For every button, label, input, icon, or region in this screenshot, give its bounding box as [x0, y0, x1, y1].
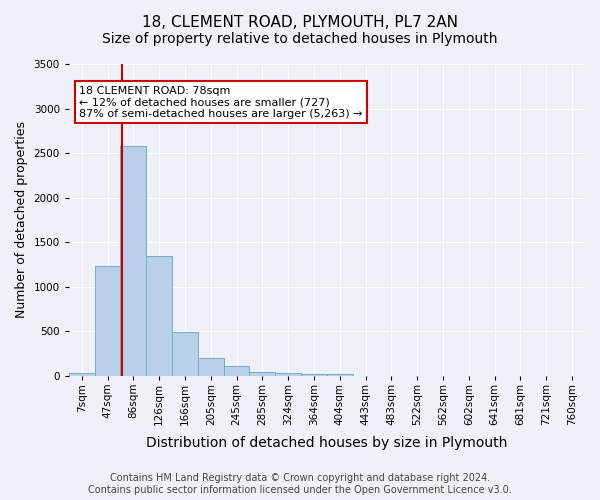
Bar [69, 373, 95, 376]
Text: Contains HM Land Registry data © Crown copyright and database right 2024.
Contai: Contains HM Land Registry data © Crown c… [88, 474, 512, 495]
Bar [95, 266, 121, 376]
Bar [172, 332, 198, 376]
Bar [327, 374, 353, 376]
Bar [198, 358, 224, 376]
Bar [275, 373, 301, 376]
Text: 18, CLEMENT ROAD, PLYMOUTH, PL7 2AN: 18, CLEMENT ROAD, PLYMOUTH, PL7 2AN [142, 15, 458, 30]
Bar [301, 374, 327, 376]
X-axis label: Distribution of detached houses by size in Plymouth: Distribution of detached houses by size … [146, 436, 508, 450]
Text: Size of property relative to detached houses in Plymouth: Size of property relative to detached ho… [102, 32, 498, 46]
Bar [121, 146, 146, 376]
Bar [224, 366, 250, 376]
Bar [250, 372, 275, 376]
Y-axis label: Number of detached properties: Number of detached properties [15, 122, 28, 318]
Text: 18 CLEMENT ROAD: 78sqm
← 12% of detached houses are smaller (727)
87% of semi-de: 18 CLEMENT ROAD: 78sqm ← 12% of detached… [79, 86, 362, 119]
Bar [146, 256, 172, 376]
